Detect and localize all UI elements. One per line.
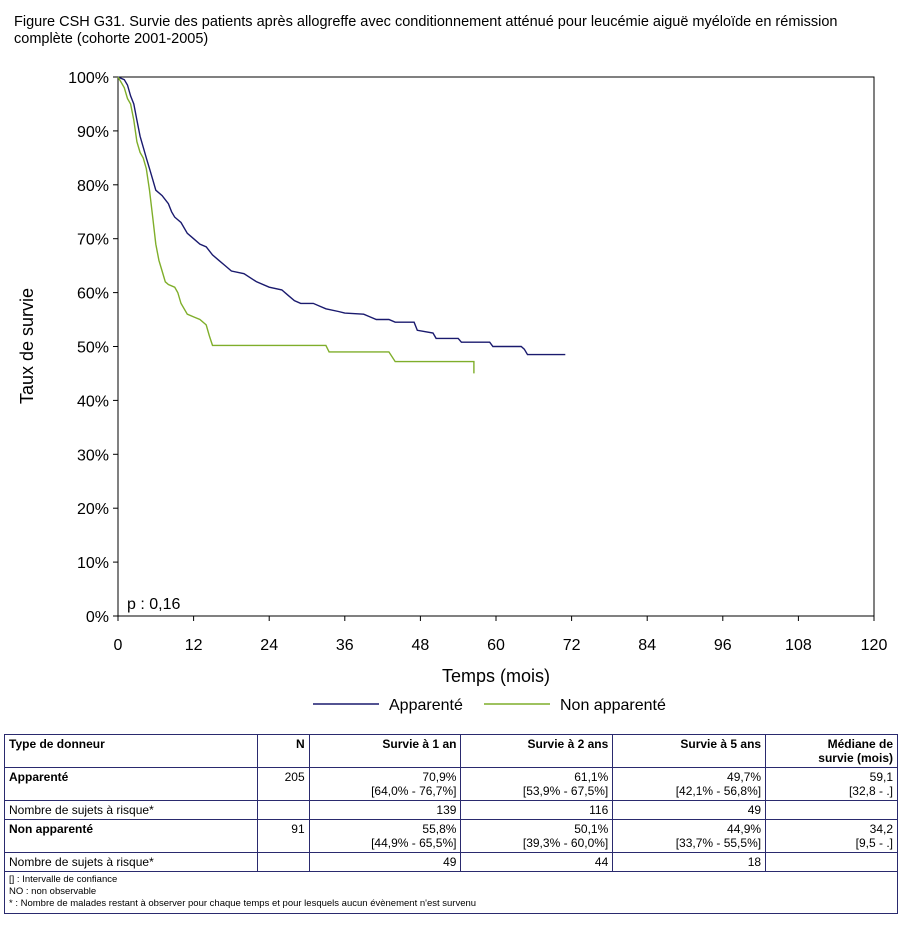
row-median (765, 800, 898, 820)
y-tick-label: 90% (77, 124, 109, 141)
row-n (256, 852, 310, 872)
header-median-line2: survie (mois) (818, 751, 893, 765)
x-axis-label: Temps (mois) (442, 666, 550, 686)
confidence-interval: [32,8 - .] (848, 784, 893, 798)
row-label: Non apparenté (4, 819, 258, 853)
table-row: Nombre de sujets à risque* 139 116 49 (4, 800, 898, 820)
y-tick-label: 30% (77, 447, 109, 464)
header-survival-1y: Survie à 1 an (308, 734, 462, 768)
value: 70,9% (422, 770, 457, 784)
confidence-interval: [64,0% - 76,7%] (371, 784, 457, 798)
x-tick-label: 0 (114, 637, 123, 654)
y-axis: 0% 10% 20% 30% 40% 50% 60% 70% 80% 90% 100% (68, 70, 118, 626)
x-tick-label: 48 (412, 637, 430, 654)
y-axis-label: Taux de survie (17, 288, 37, 404)
row-survival-5y: 44,9% [33,7% - 55,5%] (612, 819, 767, 853)
summary-table: Type de donneur N Survie à 1 an Survie à… (4, 734, 898, 914)
legend: Apparenté Non apparenté (313, 697, 666, 714)
x-tick-label: 120 (861, 637, 888, 654)
legend-label: Non apparenté (560, 697, 666, 714)
row-survival-1y: 70,9% [64,0% - 76,7%] (308, 767, 462, 801)
row-at-risk-5y: 18 (612, 852, 767, 872)
table-header-row: Type de donneur N Survie à 1 an Survie à… (4, 734, 898, 768)
row-survival-5y: 49,7% [42,1% - 56,8%] (612, 767, 767, 801)
confidence-interval: [44,9% - 65,5%] (371, 836, 457, 850)
row-at-risk-2y: 116 (460, 800, 614, 820)
row-survival-1y: 55,8% [44,9% - 65,5%] (308, 819, 462, 853)
row-median: 34,2 [9,5 - .] (765, 819, 898, 853)
y-tick-label: 100% (68, 70, 109, 87)
x-tick-label: 36 (336, 637, 354, 654)
x-tick-label: 72 (563, 637, 581, 654)
row-label: Nombre de sujets à risque* (4, 852, 258, 872)
value: 34,2 (869, 822, 893, 836)
y-tick-label: 60% (77, 286, 109, 303)
y-tick-label: 10% (77, 555, 109, 572)
header-survival-5y: Survie à 5 ans (612, 734, 767, 768)
header-survival-2y: Survie à 2 ans (460, 734, 614, 768)
table-footnotes: [] : Intervalle de confiance NO : non ob… (4, 871, 898, 914)
x-tick-label: 60 (487, 637, 505, 654)
row-label: Nombre de sujets à risque* (4, 800, 258, 820)
series-line-1 (117, 76, 566, 356)
x-tick-label: 12 (185, 637, 203, 654)
footnotes: [] : Intervalle de confiance NO : non ob… (4, 871, 898, 914)
row-at-risk-1y: 49 (308, 852, 462, 872)
row-n: 205 (256, 767, 310, 801)
p-value-annotation: p : 0,16 (127, 596, 180, 613)
row-median (765, 852, 898, 872)
header-median-line1: Médiane de (827, 737, 893, 751)
figure-title: Figure CSH G31. Survie des patients aprè… (14, 14, 838, 47)
row-at-risk-1y: 139 (308, 800, 462, 820)
row-label: Apparenté (4, 767, 258, 801)
value: 49,7% (727, 770, 762, 784)
series-line-2 (117, 76, 475, 374)
value: 55,8% (422, 822, 457, 836)
confidence-interval: [42,1% - 56,8%] (675, 784, 762, 798)
y-tick-label: 40% (77, 393, 109, 410)
x-tick-label: 24 (260, 637, 278, 654)
value: 44,9% (727, 822, 762, 836)
table-row: Apparenté 205 70,9% [64,0% - 76,7%] 61,1%… (4, 767, 898, 801)
value: 59,1 (869, 770, 893, 784)
legend-label: Apparenté (389, 697, 463, 714)
header-donor-type: Type de donneur (4, 734, 258, 768)
x-tick-label: 96 (714, 637, 732, 654)
value: 50,1% (574, 822, 609, 836)
series-group (117, 76, 566, 374)
footnote: NO : non observable (9, 886, 97, 897)
footnote: * : Nombre de malades restant à observer… (9, 898, 477, 909)
row-survival-2y: 61,1% [53,9% - 67,5%] (460, 767, 614, 801)
confidence-interval: [53,9% - 67,5%] (522, 784, 609, 798)
header-median: Médiane de survie (mois) (765, 734, 898, 768)
y-tick-label: 50% (77, 340, 109, 357)
row-survival-2y: 50,1% [39,3% - 60,0%] (460, 819, 614, 853)
row-at-risk-2y: 44 (460, 852, 614, 872)
table-row: Nombre de sujets à risque* 49 44 18 (4, 852, 898, 872)
y-tick-label: 80% (77, 178, 109, 195)
confidence-interval: [9,5 - .] (855, 836, 893, 850)
row-at-risk-5y: 49 (612, 800, 767, 820)
x-axis: 0 12 24 36 48 60 72 84 96 108 120 (114, 616, 888, 654)
row-median: 59,1 [32,8 - .] (765, 767, 898, 801)
survival-chart: 0% 10% 20% 30% 40% 50% 60% 70% 80% 90% 100% 0 12 24 3… (17, 70, 888, 714)
row-n (256, 800, 310, 820)
footnote: [] : Intervalle de confiance (9, 874, 118, 885)
confidence-interval: [39,3% - 60,0%] (522, 836, 609, 850)
table-row: Non apparenté 91 55,8% [44,9% - 65,5%] 50… (4, 819, 898, 853)
value: 61,1% (574, 770, 609, 784)
x-tick-label: 84 (638, 637, 656, 654)
y-tick-label: 70% (77, 232, 109, 249)
confidence-interval: [33,7% - 55,5%] (675, 836, 762, 850)
x-tick-label: 108 (785, 637, 812, 654)
y-tick-label: 0% (86, 609, 109, 626)
row-n: 91 (256, 819, 310, 853)
header-n: N (256, 734, 310, 768)
y-tick-label: 20% (77, 501, 109, 518)
